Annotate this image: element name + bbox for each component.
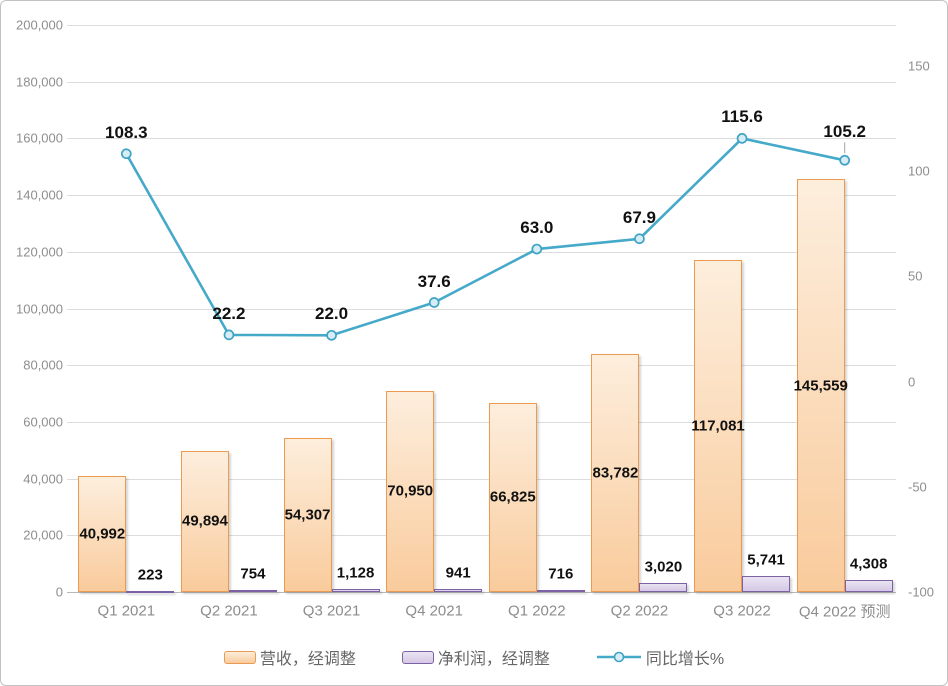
right-axis-tick-label: -100 [908,584,935,600]
growth-value-label: 115.6 [721,107,763,127]
profit-bar-label: 754 [240,565,266,583]
right-axis-tick-label: 0 [908,374,916,390]
gridline [67,138,896,140]
revenue-bar-label: 145,559 [793,377,848,395]
revenue-bar [78,475,127,592]
legend-label-profit: 净利润，经调整 [437,651,550,668]
left-axis-tick-label: 160,000 [16,130,63,146]
growth-marker-icon [428,297,440,308]
profit-bar [844,579,893,592]
growth-marker-icon [120,148,132,160]
gridline [67,592,896,593]
category-label: Q3 2021 [302,602,361,620]
profit-bar-label: 941 [445,564,471,582]
gridline [67,308,896,310]
left-axis-tick-label: 200,000 [16,17,63,33]
legend-item-profit: 净利润，经调整 [401,645,550,669]
category-label: Q2 2022 [610,602,669,620]
revenue-bar [488,402,537,592]
profit-bar [434,589,483,592]
category-label: Q1 2021 [97,602,156,620]
profit-bar [126,590,175,593]
growth-value-label: 63.0 [520,218,554,238]
growth-value-label: 37.6 [417,271,451,291]
growth-value-label: 108.3 [105,122,148,142]
revenue-bar [591,354,640,592]
gridline [67,81,896,83]
growth-value-label: 22.0 [315,304,349,324]
growth-marker-icon [326,329,337,341]
right-axis-tick-label: 100 [908,163,930,179]
growth-marker-icon [839,154,851,166]
left-axis-tick-label: 100,000 [16,301,63,316]
category-label: Q3 2022 [713,602,771,620]
revenue-bar-label: 117,081 [691,417,745,435]
legend-label-growth: 同比增长% [645,651,725,668]
profit-bar-label: 3,020 [644,558,683,576]
gridline [67,421,896,423]
profit-bar-label: 223 [137,566,163,583]
gridline [67,195,896,197]
profit-bar [228,589,277,592]
line-marker-swatch-icon [596,651,641,663]
legend-label-revenue: 营收，经调整 [259,651,356,668]
profit-bar [331,588,380,592]
gridline [67,251,896,253]
growth-value-label: 105.2 [823,122,866,142]
legend: 营收，经调整 净利润，经调整 同比增长% [1,641,947,673]
revenue-bar-label: 66,825 [489,488,536,506]
profit-bar-label: 716 [548,565,574,583]
growth-value-label: 22.2 [212,303,246,323]
revenue-swatch-icon [223,650,256,664]
left-axis-tick-label: 180,000 [16,74,63,90]
left-axis-tick-label: 80,000 [23,357,63,373]
left-axis-tick-label: 0 [55,584,63,600]
left-axis-tick-label: 60,000 [23,414,63,430]
gridline [67,535,896,537]
revenue-bar-label: 40,992 [79,525,126,543]
left-axis-tick-label: 140,000 [16,187,63,203]
gridline [67,25,896,26]
category-label: Q2 2021 [200,602,258,620]
revenue-bar-label: 54,307 [284,506,331,524]
category-label: Q4 2022 预测 [798,603,891,621]
profit-bar-label: 5,741 [747,551,785,569]
gridline [67,478,896,480]
revenue-bar-label: 83,782 [592,464,639,482]
profit-bar [742,575,791,592]
profit-bar-label: 1,128 [336,564,375,582]
revenue-bar [283,438,332,592]
revenue-bar [180,450,229,592]
profit-bar [536,589,585,592]
revenue-bar [386,390,435,592]
left-axis-tick-label: 120,000 [16,244,63,260]
profit-bar [639,583,688,592]
growth-marker-icon [634,233,645,245]
left-axis-tick-label: 20,000 [23,527,63,543]
left-axis-tick-label: 40,000 [23,471,63,487]
right-axis-tick-label: 150 [908,58,930,74]
revenue-bar-label: 49,894 [181,512,228,530]
growth-value-label: 67.9 [622,207,656,227]
profit-bar-label: 4,308 [849,555,888,573]
category-label: Q4 2021 [405,602,463,620]
right-axis-tick-label: 50 [908,268,923,284]
right-axis-tick-label: -50 [908,479,927,495]
legend-item-growth: 同比增长% [596,645,724,669]
profit-swatch-icon [401,650,434,664]
gridline [67,365,896,367]
growth-marker-icon [223,329,235,341]
legend-item-revenue: 营收，经调整 [223,645,356,669]
revenue-bar-label: 70,950 [387,482,434,500]
category-label: Q1 2022 [508,602,566,620]
